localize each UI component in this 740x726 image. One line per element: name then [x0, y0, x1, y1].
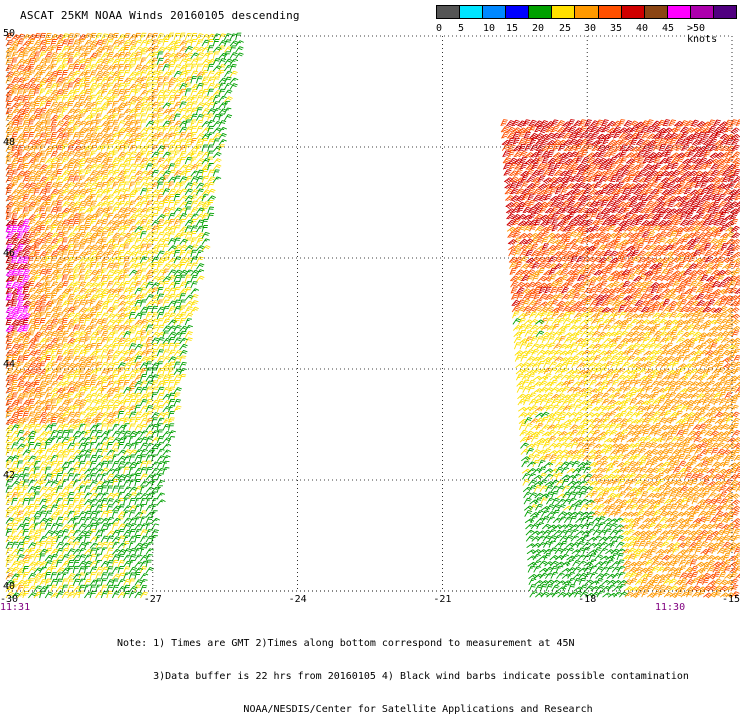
- axis-labels: -30 -27 -24 -21 -18 -15 40 42 44 46 48 50 11:31 11:30: [0, 28, 740, 613]
- legend-label: 20: [532, 23, 545, 34]
- wind-barb-group: [5, 32, 628, 599]
- legend-label: >50 knots: [687, 23, 718, 45]
- note-line-1: Note: 1) Times are GMT 2)Times along bot…: [117, 638, 575, 649]
- lat-lon-grid: [7, 35, 733, 592]
- note-line-3: NOAA/NESDIS/Center for Satellite Applica…: [117, 704, 593, 715]
- legend-label: 30: [584, 23, 597, 34]
- lat-label: 44: [3, 359, 15, 370]
- lat-label: 48: [3, 137, 15, 148]
- lon-label: -15: [722, 594, 740, 605]
- legend-label: 25: [559, 23, 572, 34]
- wind-barbs: [5, 32, 740, 599]
- lat-label: 50: [3, 28, 15, 39]
- wind-barb-group: [5, 119, 740, 332]
- legend-label: 0: [436, 23, 443, 34]
- wind-barb-group: [5, 32, 737, 599]
- legend-swatch: [712, 5, 737, 19]
- lon-label: -21: [433, 594, 451, 605]
- wind-speed-legend: 0 5 10 15 20 25 30 35 40 45 >50 knots: [436, 5, 737, 45]
- wind-barb-group: [5, 32, 740, 599]
- swath-time-west: 11:31: [0, 602, 30, 613]
- legend-label: 10: [483, 23, 496, 34]
- map-title: ASCAT 25KM NOAA Winds 20160105 descendin…: [20, 9, 300, 22]
- footnotes: Note: 1) Times are GMT 2)Times along bot…: [117, 616, 689, 726]
- note-line-2: 3)Data buffer is 22 hrs from 20160105 4)…: [117, 671, 689, 682]
- legend-label: 35: [610, 23, 623, 34]
- lon-label: -30: [0, 594, 18, 605]
- legend-label: 5: [458, 23, 465, 34]
- wind-map: -30 -27 -24 -21 -18 -15 40 42 44 46 48 50 11:31 11:30: [0, 28, 740, 613]
- lat-label: 46: [3, 248, 15, 259]
- lon-label: -24: [289, 594, 307, 605]
- lon-label: -27: [144, 594, 162, 605]
- legend-label: 15: [506, 23, 519, 34]
- swath-time-east: 11:30: [655, 602, 685, 613]
- lat-label: 42: [3, 470, 15, 481]
- wind-barb-group: [5, 219, 31, 333]
- legend-label: 45: [662, 23, 675, 34]
- legend-label: 40: [636, 23, 649, 34]
- lat-label: 40: [3, 581, 15, 592]
- lon-label: -18: [578, 594, 596, 605]
